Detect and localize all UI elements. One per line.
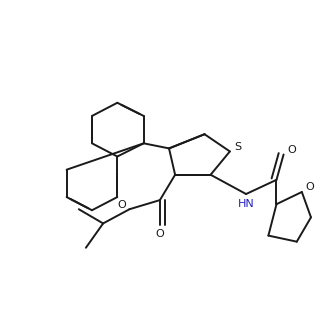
Text: HN: HN: [238, 199, 255, 209]
Text: O: O: [117, 200, 126, 210]
Text: O: O: [306, 182, 314, 192]
Text: O: O: [287, 145, 296, 155]
Text: S: S: [234, 142, 241, 152]
Text: O: O: [156, 229, 164, 239]
